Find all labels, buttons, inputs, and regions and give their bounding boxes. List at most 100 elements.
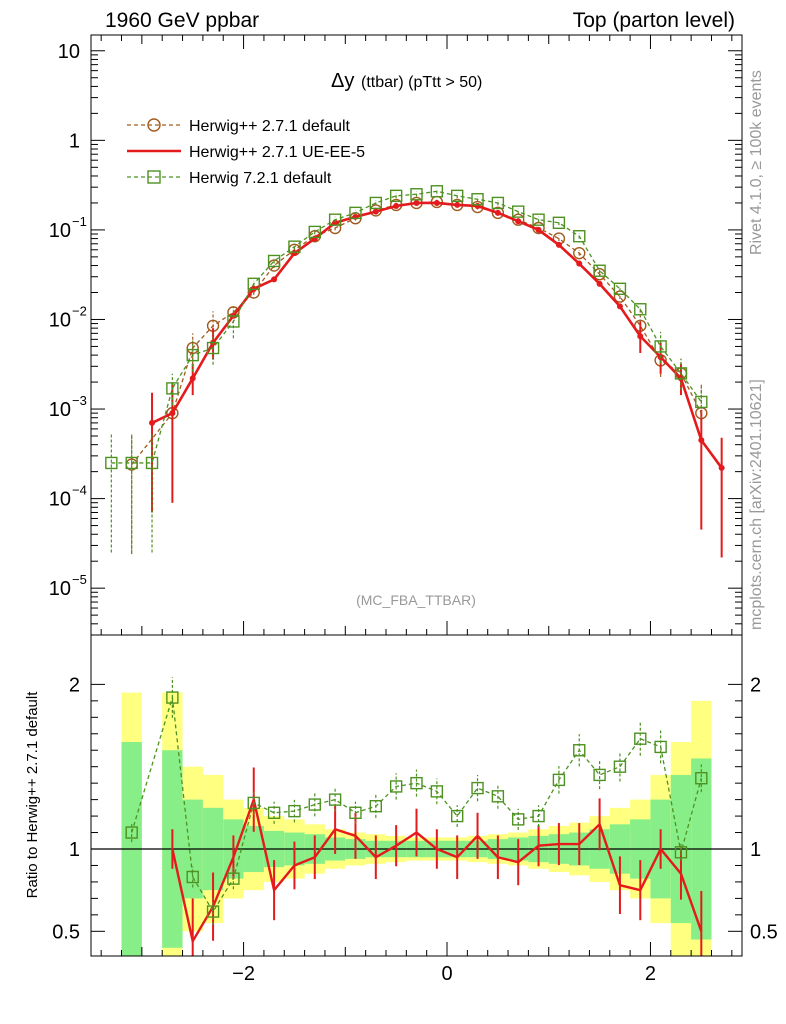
data-point — [186, 870, 199, 884]
legend-marker-square — [147, 170, 161, 184]
data-point — [555, 241, 562, 248]
main-panel: (MC_FBA_TTBAR) Δy (ttbar) (pTtt > 50) 10… — [49, 34, 743, 636]
y-tick-exponent: −5 — [72, 572, 87, 587]
data-point — [410, 776, 423, 790]
data-point — [474, 202, 481, 209]
y-tick-label-right: 0.5 — [750, 921, 778, 943]
data-point — [637, 333, 644, 340]
data-point — [206, 341, 220, 355]
data-point — [206, 905, 220, 918]
legend-label: Herwig++ 2.7.1 default — [189, 118, 351, 135]
data-point — [186, 348, 199, 362]
data-point — [674, 367, 688, 380]
data-point — [532, 213, 545, 226]
x-tick-label: 2 — [645, 963, 656, 985]
main-plot-data — [105, 185, 725, 558]
data-point — [512, 205, 525, 218]
data-point — [695, 395, 708, 409]
data-point — [654, 340, 667, 353]
data-point — [267, 254, 281, 268]
data-point — [308, 798, 321, 811]
data-point — [718, 464, 725, 471]
data-point — [698, 437, 705, 444]
data-point — [166, 382, 179, 395]
ratio-plot-data — [91, 677, 742, 956]
y-tick-label: 10 — [49, 220, 71, 242]
data-point — [552, 773, 566, 787]
data-point — [393, 202, 400, 209]
legend-label: Herwig 7.2.1 default — [189, 170, 332, 187]
y-tick-exponent: −4 — [72, 483, 87, 498]
legend-entry-herwig-721-default: Herwig 7.2.1 default — [127, 170, 332, 187]
data-point — [349, 206, 362, 220]
data-point — [494, 209, 501, 216]
data-point — [654, 740, 667, 754]
data-point — [410, 188, 423, 201]
x-tick-label: −2 — [232, 963, 255, 985]
data-point — [271, 276, 278, 283]
data-point — [674, 846, 688, 859]
data-point — [189, 375, 196, 382]
rivet-label: Rivet 4.1.0, ≥ 100k events — [748, 70, 765, 255]
data-point — [247, 796, 260, 810]
series-line-ue-ee-5 — [151, 201, 723, 469]
y-tick-label: 10 — [58, 41, 80, 63]
y-tick-label: 2 — [69, 674, 80, 696]
data-point — [593, 768, 606, 782]
y-tick-label: 10 — [49, 309, 71, 331]
y-tick-label: 1 — [69, 839, 80, 861]
data-point — [291, 250, 298, 257]
series-line-herwig-721-default — [111, 190, 702, 464]
y-tick-exponent: −2 — [72, 303, 87, 318]
data-point — [288, 804, 301, 818]
legend-label: Herwig++ 2.7.1 UE-EE-5 — [189, 144, 365, 161]
data-point — [308, 225, 321, 239]
data-point — [227, 872, 240, 885]
data-point — [471, 193, 484, 206]
data-point — [369, 196, 383, 210]
x-tick-label: 0 — [441, 963, 452, 985]
y-tick-label: 1 — [69, 130, 80, 152]
ratio-axes: 0.5 0.5 1 1 2 2 −2 0 2 — [52, 674, 778, 985]
data-point — [634, 732, 647, 745]
mcplots-label: mcplots.cern.ch [arXiv:2401.10621] — [748, 379, 765, 630]
data-point — [616, 303, 623, 310]
data-point — [328, 213, 342, 226]
data-point — [186, 341, 199, 355]
legend-entry-herwig-271-default: Herwig++ 2.7.1 default — [127, 118, 351, 135]
data-point — [125, 456, 138, 470]
data-point — [145, 456, 159, 470]
ratio-frame — [90, 634, 743, 957]
data-point — [450, 809, 464, 823]
y-tick-label: 0.5 — [52, 921, 80, 943]
data-point — [450, 189, 464, 203]
series-line-herwig-271-default — [131, 201, 702, 465]
data-point — [389, 780, 403, 793]
data-point — [535, 226, 542, 233]
y-tick-label: 10 — [49, 489, 71, 511]
data-point — [169, 410, 176, 417]
y-tick-label: 10 — [49, 578, 71, 600]
data-point — [471, 781, 484, 795]
data-point — [634, 303, 647, 316]
data-point — [369, 800, 383, 813]
data-point — [491, 206, 505, 220]
data-point — [227, 315, 240, 328]
watermark: (MC_FBA_TTBAR) — [356, 592, 476, 608]
data-point — [491, 196, 505, 210]
y-tick-exponent: −1 — [72, 214, 87, 229]
data-point — [332, 219, 339, 226]
data-point — [613, 760, 627, 773]
data-point — [105, 456, 118, 470]
legend: Herwig++ 2.7.1 default Herwig++ 2.7.1 UE… — [127, 118, 365, 187]
data-point — [512, 813, 525, 826]
data-point — [695, 772, 708, 785]
data-point — [149, 419, 156, 426]
ratio-line-ue-ee-5 — [171, 795, 703, 945]
data-point — [125, 826, 138, 839]
y-tick-label: 10 — [49, 399, 71, 421]
ratio-y-axis-label: Ratio to Herwig++ 2.7.1 default — [24, 691, 41, 899]
data-point — [573, 230, 586, 243]
data-point — [372, 208, 379, 215]
y-tick-label-right: 1 — [750, 839, 761, 861]
